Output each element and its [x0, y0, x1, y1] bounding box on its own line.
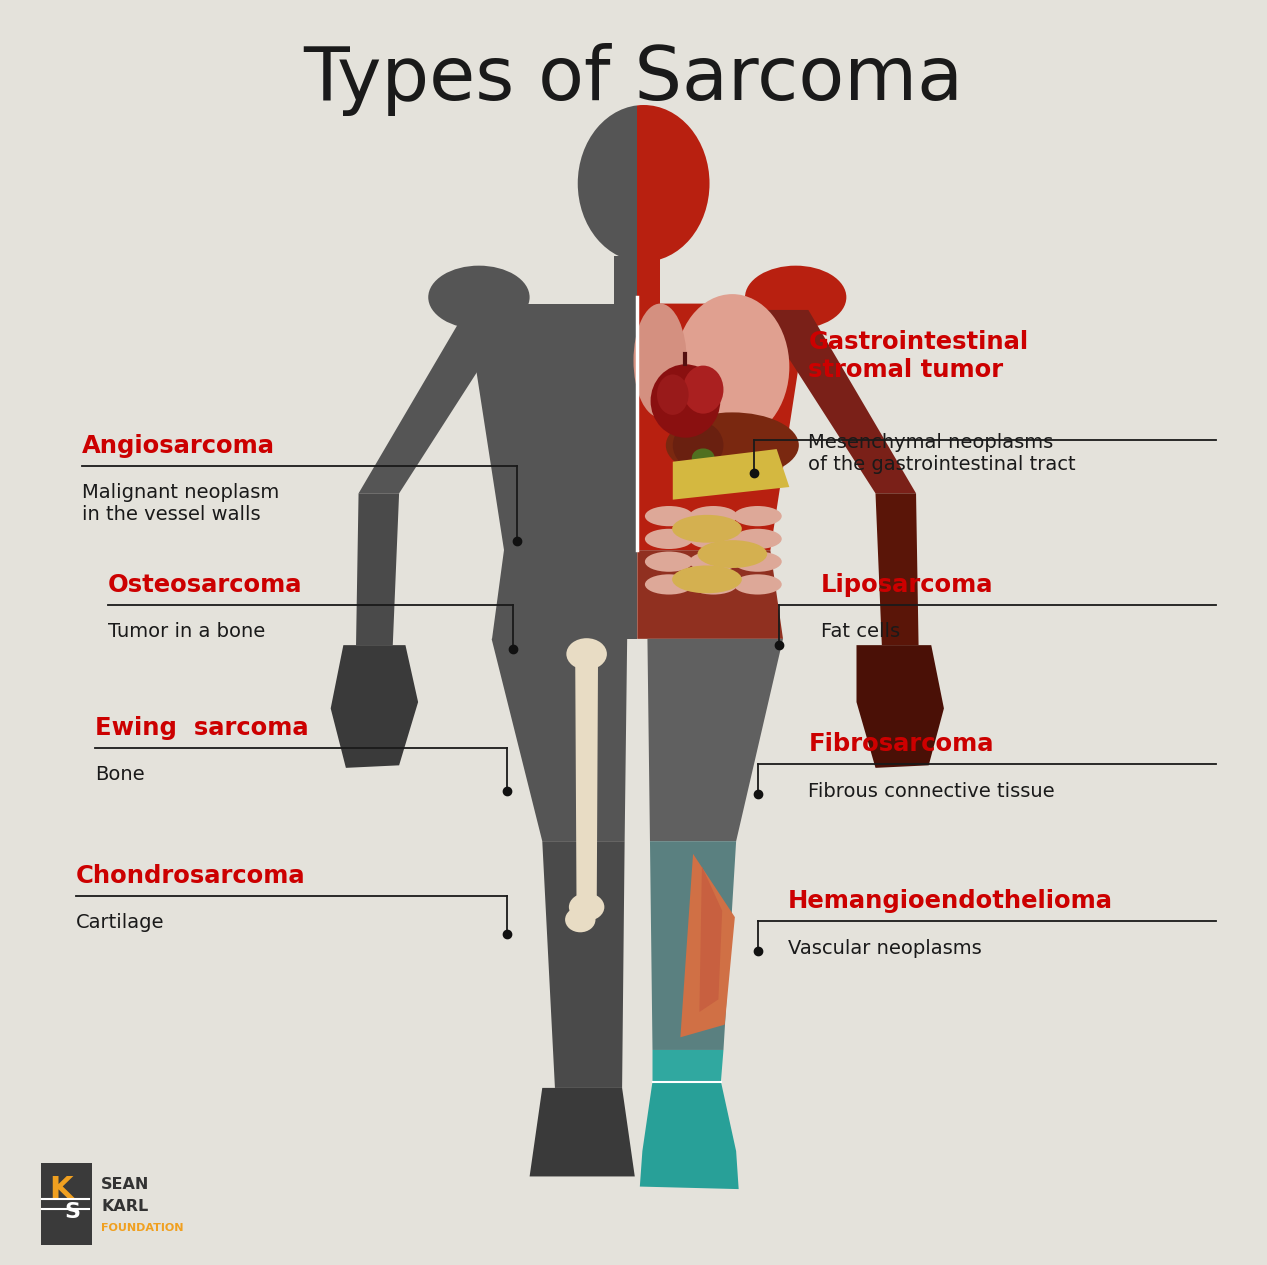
- Ellipse shape: [745, 266, 846, 329]
- Ellipse shape: [689, 529, 737, 549]
- Text: Hemangioendothelioma: Hemangioendothelioma: [788, 889, 1114, 913]
- Ellipse shape: [734, 529, 782, 549]
- Text: KARL: KARL: [101, 1199, 148, 1214]
- Text: Bone: Bone: [95, 765, 144, 784]
- Ellipse shape: [634, 304, 687, 417]
- Ellipse shape: [734, 574, 782, 595]
- Text: Cartilage: Cartilage: [76, 913, 165, 932]
- Text: Fibrosarcoma: Fibrosarcoma: [808, 732, 993, 756]
- Text: Osteosarcoma: Osteosarcoma: [108, 573, 303, 597]
- Polygon shape: [637, 304, 808, 550]
- Text: FOUNDATION: FOUNDATION: [101, 1223, 184, 1233]
- Polygon shape: [466, 304, 637, 550]
- Polygon shape: [875, 493, 919, 645]
- Text: Fibrous connective tissue: Fibrous connective tissue: [808, 782, 1055, 801]
- Polygon shape: [359, 310, 517, 493]
- Polygon shape: [647, 639, 783, 841]
- Ellipse shape: [673, 421, 723, 469]
- Polygon shape: [614, 256, 637, 304]
- Text: Liposarcoma: Liposarcoma: [821, 573, 993, 597]
- Ellipse shape: [565, 907, 595, 932]
- Ellipse shape: [645, 574, 693, 595]
- Ellipse shape: [645, 552, 693, 572]
- Ellipse shape: [578, 105, 710, 262]
- Text: Types of Sarcoma: Types of Sarcoma: [304, 43, 963, 116]
- Ellipse shape: [428, 266, 530, 329]
- Ellipse shape: [569, 893, 604, 921]
- Text: Vascular neoplasms: Vascular neoplasms: [788, 939, 982, 958]
- Ellipse shape: [651, 364, 720, 438]
- Ellipse shape: [692, 449, 715, 468]
- Polygon shape: [856, 645, 944, 768]
- Polygon shape: [331, 645, 418, 768]
- Polygon shape: [492, 639, 627, 841]
- Ellipse shape: [734, 506, 782, 526]
- Ellipse shape: [658, 374, 689, 415]
- Text: Angiosarcoma: Angiosarcoma: [82, 434, 275, 458]
- Ellipse shape: [673, 515, 742, 543]
- Text: Tumor in a bone: Tumor in a bone: [108, 622, 265, 641]
- Ellipse shape: [566, 638, 607, 670]
- Polygon shape: [542, 841, 625, 1088]
- Ellipse shape: [734, 552, 782, 572]
- Polygon shape: [699, 867, 722, 1012]
- Text: Ewing  sarcoma: Ewing sarcoma: [95, 716, 309, 740]
- Polygon shape: [637, 550, 783, 639]
- Polygon shape: [640, 1082, 739, 1189]
- Ellipse shape: [689, 552, 737, 572]
- Ellipse shape: [698, 540, 768, 568]
- Polygon shape: [680, 854, 735, 1037]
- Polygon shape: [653, 1050, 723, 1082]
- Polygon shape: [492, 550, 637, 639]
- Ellipse shape: [578, 105, 710, 262]
- Ellipse shape: [673, 565, 742, 593]
- Polygon shape: [673, 449, 789, 500]
- Ellipse shape: [675, 295, 789, 440]
- Text: Mesenchymal neoplasms
of the gastrointestinal tract: Mesenchymal neoplasms of the gastrointes…: [808, 433, 1076, 473]
- FancyBboxPatch shape: [41, 1164, 91, 1245]
- Text: S: S: [65, 1202, 80, 1222]
- Polygon shape: [637, 256, 660, 304]
- Ellipse shape: [689, 506, 737, 526]
- Polygon shape: [575, 660, 598, 897]
- Text: Malignant neoplasm
in the vessel walls: Malignant neoplasm in the vessel walls: [82, 483, 280, 524]
- Text: Chondrosarcoma: Chondrosarcoma: [76, 864, 305, 888]
- Ellipse shape: [689, 574, 737, 595]
- Polygon shape: [530, 1088, 635, 1176]
- Ellipse shape: [665, 412, 798, 478]
- Ellipse shape: [683, 366, 723, 414]
- Ellipse shape: [645, 529, 693, 549]
- Polygon shape: [356, 493, 399, 645]
- Text: Fat cells: Fat cells: [821, 622, 900, 641]
- Text: Gastrointestinal
stromal tumor: Gastrointestinal stromal tumor: [808, 330, 1029, 382]
- Text: SEAN: SEAN: [101, 1176, 150, 1192]
- Text: K: K: [49, 1175, 72, 1203]
- Polygon shape: [650, 841, 736, 1050]
- Polygon shape: [758, 310, 916, 493]
- Ellipse shape: [645, 506, 693, 526]
